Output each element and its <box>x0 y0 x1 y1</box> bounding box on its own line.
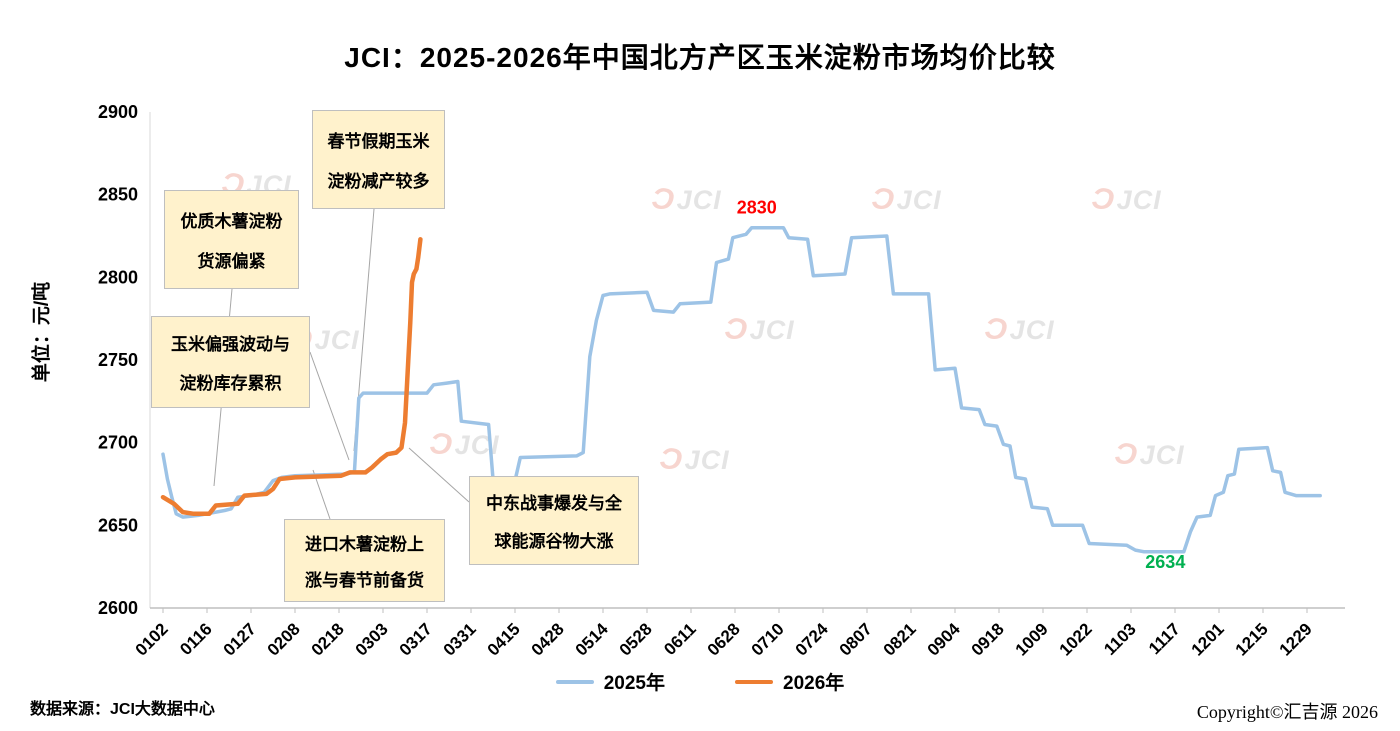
x-tick-label: 0331 <box>440 619 480 659</box>
x-tick-label: 0528 <box>616 619 656 659</box>
y-axis-title: 单位：元/吨 <box>31 281 53 383</box>
x-tick-label: 0514 <box>572 619 613 660</box>
x-tick-label: 1022 <box>1056 619 1096 659</box>
series-line-2026年 <box>160 237 423 517</box>
x-tick-label: 0303 <box>352 619 392 659</box>
legend-item-2026: 2026年 <box>735 668 844 695</box>
y-tick-label: 2900 <box>98 102 138 122</box>
y-tick-label: 2600 <box>98 598 138 618</box>
series-line-2025年 <box>161 225 1322 554</box>
x-tick-label: 1009 <box>1012 619 1052 659</box>
annotation-leader-line <box>213 288 233 487</box>
legend-label-2025: 2025年 <box>603 673 665 694</box>
point-label-2634: 2634 <box>1145 552 1185 572</box>
chart-title: JCI：2025-2026年中国北方产区玉米淀粉市场均价比较 <box>344 42 1056 73</box>
x-tick-label: 0821 <box>880 619 920 659</box>
x-tick-label: 1215 <box>1232 619 1272 659</box>
legend-item-2025: 2025年 <box>555 668 665 695</box>
y-tick-label: 2750 <box>98 350 138 370</box>
point-label-2830: 2830 <box>737 198 777 218</box>
data-source-note: 数据来源：JCI大数据中心 <box>30 701 215 718</box>
x-tick-label: 0724 <box>792 619 833 660</box>
y-tick-label: 2850 <box>98 185 138 205</box>
legend-label-2026: 2026年 <box>783 673 845 694</box>
x-tick-label: 0807 <box>836 619 876 659</box>
legend-swatch-2026 <box>735 679 773 684</box>
x-tick-label: 0116 <box>176 619 216 659</box>
x-tick-label: 0710 <box>748 619 788 659</box>
x-tick-label: 0428 <box>528 619 568 659</box>
x-tick-label: 1117 <box>1145 619 1184 658</box>
x-tick-label: 0218 <box>308 619 348 659</box>
x-tick-label: 0415 <box>484 619 524 659</box>
legend: 2025年 2026年 <box>0 668 1400 695</box>
x-tick-label: 0102 <box>132 619 172 659</box>
x-tick-label: 1229 <box>1276 619 1316 659</box>
copyright-note: Copyright©汇吉源 2026 <box>1196 702 1378 722</box>
x-tick-label: 0611 <box>660 619 700 659</box>
annotation-leader-line <box>309 351 350 461</box>
annotation-leader-line <box>408 447 470 503</box>
x-tick-label: 0628 <box>704 619 744 659</box>
x-tick-label: 1103 <box>1100 619 1140 659</box>
x-tick-label: 0918 <box>968 619 1008 659</box>
x-tick-label: 0317 <box>396 619 436 659</box>
x-tick-label: 0904 <box>924 619 965 660</box>
y-tick-label: 2800 <box>98 267 138 287</box>
legend-swatch-2025 <box>555 679 594 684</box>
y-tick-label: 2700 <box>98 433 138 453</box>
x-tick-label: 0208 <box>264 619 304 659</box>
x-tick-label: 0127 <box>220 619 260 659</box>
y-tick-label: 2650 <box>98 515 138 535</box>
x-tick-label: 1201 <box>1188 619 1228 659</box>
